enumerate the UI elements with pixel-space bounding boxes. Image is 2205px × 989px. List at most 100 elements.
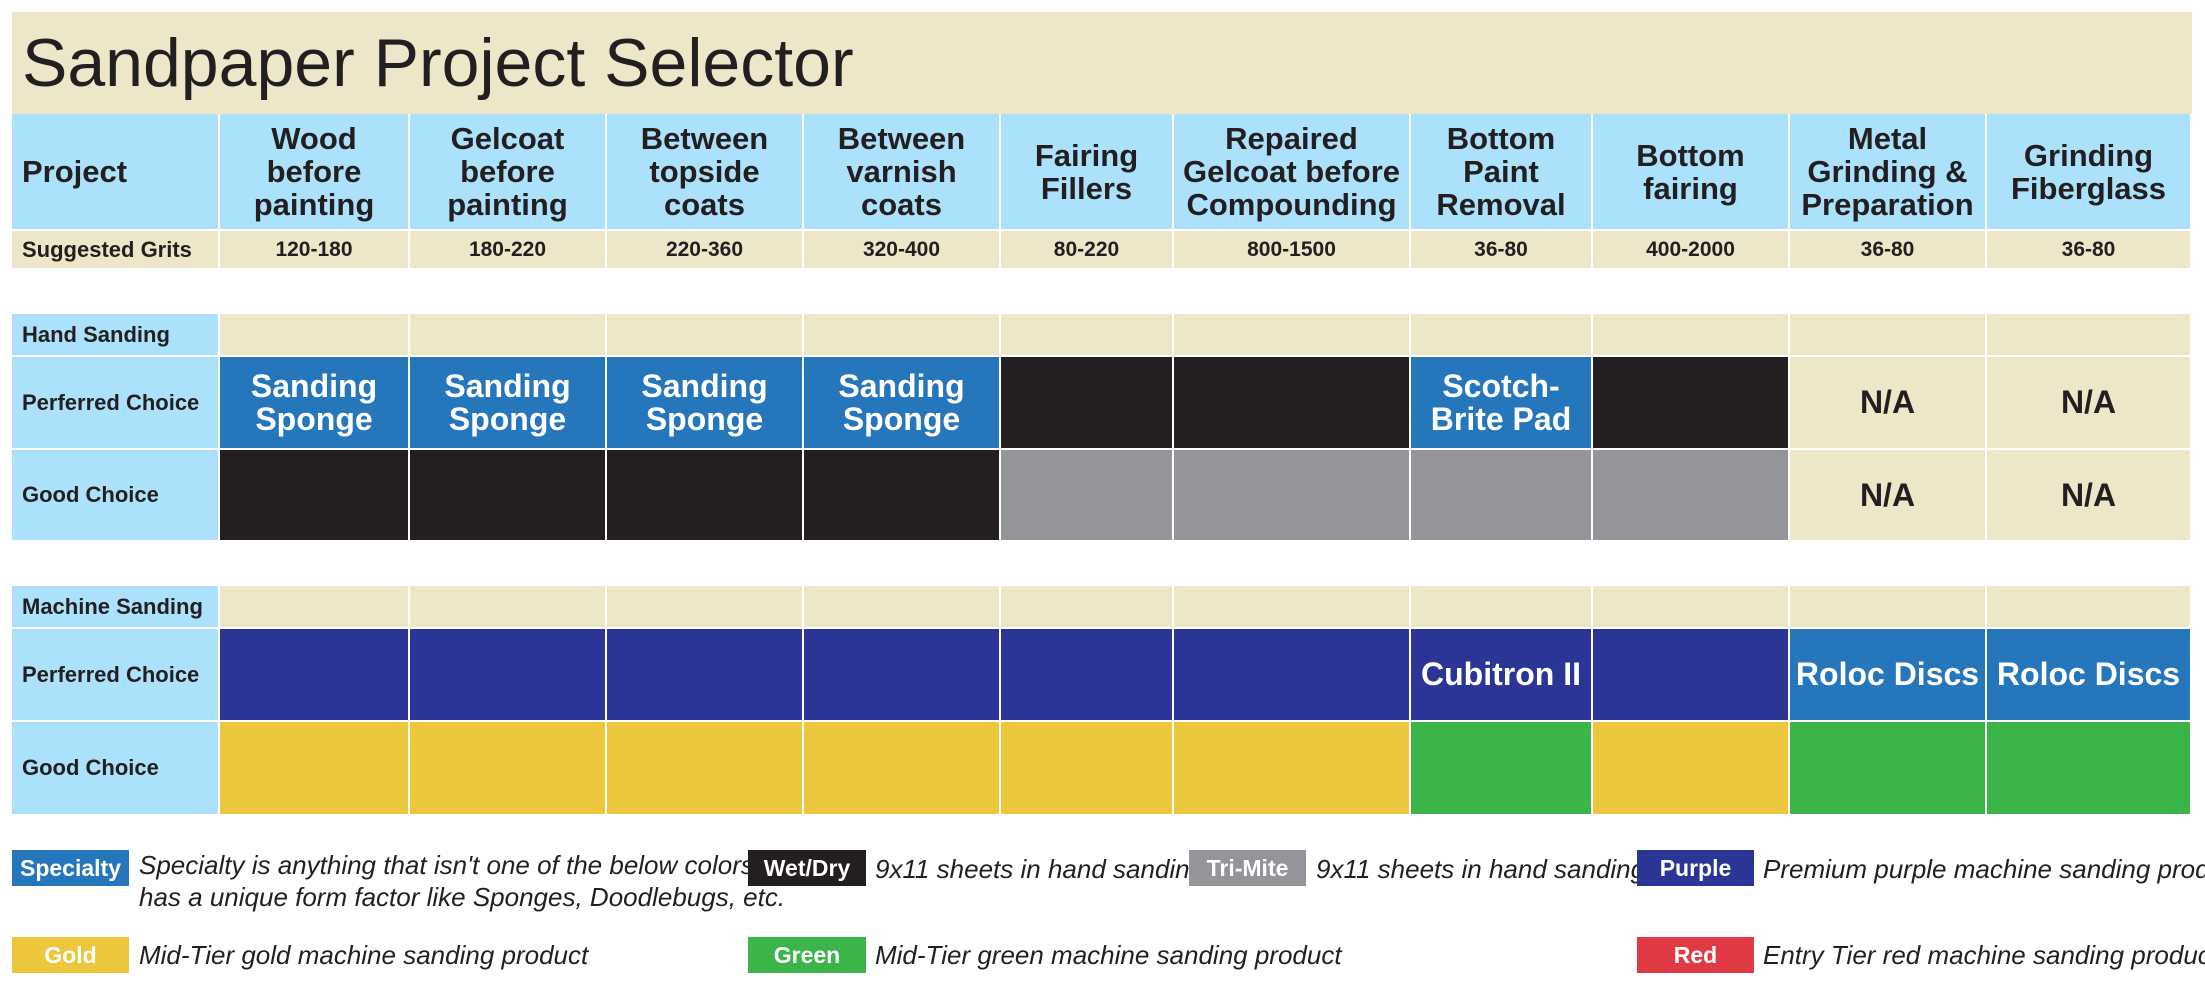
- header-corner: Project: [12, 114, 220, 231]
- project-header: Metal Grinding & Preparation: [1790, 114, 1987, 231]
- preferred-choice-label: Perferred Choice: [12, 629, 220, 722]
- project-header-text: Between topside coats: [640, 121, 769, 222]
- spacer-cell: [1987, 270, 2192, 314]
- choice-cell-wetdry: [1174, 357, 1411, 450]
- choice-cell-na: N/A: [1790, 357, 1987, 450]
- choice-cell-purple: [1001, 629, 1174, 722]
- grit-value: 400-2000: [1593, 231, 1790, 270]
- project-header-text: Repaired Gelcoat before Compounding: [1182, 121, 1401, 222]
- choice-cell-na: N/A: [1790, 450, 1987, 542]
- project-header-text: Metal Grinding & Preparation: [1801, 121, 1974, 222]
- project-header: Wood before painting: [220, 114, 410, 231]
- choice-cell-gold: [1001, 722, 1174, 816]
- choice-cell-na-text: N/A: [2060, 384, 2117, 420]
- project-header: Fairing Fillers: [1001, 114, 1174, 231]
- spacer-cell: [220, 542, 410, 586]
- choice-cell-purple-text: Cubitron II: [1421, 656, 1581, 692]
- section-label-text: Hand Sanding: [22, 321, 170, 347]
- project-header: Between varnish coats: [804, 114, 1001, 231]
- legend-description-line: Premium purple machine sanding product: [1763, 854, 2205, 884]
- choice-cell-green: [1987, 722, 2192, 816]
- section-band-cell: [220, 586, 410, 629]
- section-band-cell: [1987, 586, 2192, 629]
- grit-value-text: 120-180: [275, 237, 353, 261]
- choice-cell-gold: [804, 722, 1001, 816]
- choice-cell-gold: [410, 722, 607, 816]
- spacer-cell: [1987, 542, 2192, 586]
- choice-cell-purple: [607, 629, 804, 722]
- good-choice-label: Good Choice: [12, 722, 220, 816]
- choice-cell-specialty-text: Scotch-Brite Pad: [1430, 367, 1572, 437]
- spacer-cell: [1174, 270, 1411, 314]
- legend-description-red: Entry Tier red machine sanding product: [1763, 939, 2205, 971]
- choice-cell-na-text: N/A: [1859, 476, 1916, 513]
- legend-description-trimite: 9x11 sheets in hand sanding: [1316, 853, 1645, 885]
- spacer-cell: [1001, 270, 1174, 314]
- good-choice-label-text: Good Choice: [22, 482, 159, 507]
- legend-badge-trimite: Tri-Mite: [1189, 850, 1306, 886]
- choice-cell-purple: [410, 629, 607, 722]
- choice-cell-gold: [1174, 722, 1411, 816]
- grit-value: 36-80: [1411, 231, 1593, 270]
- grits-label: Suggested Grits: [12, 231, 220, 270]
- spacer-cell: [1790, 270, 1987, 314]
- choice-cell-specialty-text: Sanding Sponge: [444, 367, 571, 437]
- choice-cell-wetdry: [410, 450, 607, 542]
- choice-cell-specialty: Sanding Sponge: [220, 357, 410, 450]
- section-band-cell: [1001, 586, 1174, 629]
- choice-cell-trimite: [1411, 450, 1593, 542]
- project-header: Bottom Paint Removal: [1411, 114, 1593, 231]
- choice-cell-specialty-text: Roloc Discs: [1795, 656, 1980, 692]
- choice-cell-purple: [1174, 629, 1411, 722]
- section-label: Machine Sanding: [12, 586, 220, 629]
- legend-badge-purple: Purple: [1637, 850, 1754, 886]
- section-band-cell: [1174, 586, 1411, 629]
- section-band-cell: [1001, 314, 1174, 357]
- choice-cell-specialty-text: Sanding Sponge: [250, 367, 378, 437]
- spacer-cell: [1411, 270, 1593, 314]
- project-header: Repaired Gelcoat before Compounding: [1174, 114, 1411, 231]
- project-header-text: Bottom fairing: [1636, 137, 1745, 206]
- project-header: Grinding Fiberglass: [1987, 114, 2192, 231]
- grit-value: 80-220: [1001, 231, 1174, 270]
- spacer-cell: [1593, 542, 1790, 586]
- choice-cell-specialty: Sanding Sponge: [410, 357, 607, 450]
- spacer-cell: [410, 542, 607, 586]
- section-label: Hand Sanding: [12, 314, 220, 357]
- spacer-cell: [1790, 542, 1987, 586]
- preferred-choice-label-text: Perferred Choice: [22, 389, 200, 415]
- spacer-cell: [607, 542, 804, 586]
- choice-cell-na-text: N/A: [1859, 384, 1916, 420]
- page-title: Sandpaper Project Selector: [22, 25, 854, 101]
- choice-cell-gold: [607, 722, 804, 816]
- choice-cell-trimite: [1174, 450, 1411, 542]
- spacer-cell: [410, 270, 607, 314]
- project-header: Gelcoat before painting: [410, 114, 607, 231]
- choice-cell-purple: [804, 629, 1001, 722]
- section-band-cell: [410, 586, 607, 629]
- grit-value: 220-360: [607, 231, 804, 270]
- choice-cell-specialty: Sanding Sponge: [607, 357, 804, 450]
- grit-value: 120-180: [220, 231, 410, 270]
- choice-cell-specialty-text: Roloc Discs: [1996, 656, 2181, 692]
- project-header: Between topside coats: [607, 114, 804, 231]
- choice-cell-na: N/A: [1987, 357, 2192, 450]
- section-band-cell: [1593, 586, 1790, 629]
- choice-cell-wetdry: [804, 450, 1001, 542]
- choice-cell-wetdry: [1593, 357, 1790, 450]
- legend-description-specialty: Specialty is anything that isn't one of …: [139, 849, 800, 913]
- section-band-cell: [804, 586, 1001, 629]
- project-header-text: Wood before painting: [253, 121, 375, 222]
- spacer-cell: [12, 542, 220, 586]
- section-band-cell: [220, 314, 410, 357]
- choice-cell-specialty: Roloc Discs: [1790, 629, 1987, 722]
- section-band-cell: [1411, 586, 1593, 629]
- section-band-cell: [1790, 586, 1987, 629]
- section-band-cell: [607, 586, 804, 629]
- spacer-cell: [607, 270, 804, 314]
- spacer-cell: [220, 270, 410, 314]
- grit-value: 36-80: [1987, 231, 2192, 270]
- section-band-cell: [1411, 314, 1593, 357]
- grit-value-text: 400-2000: [1646, 237, 1735, 261]
- choice-cell-specialty: Scotch-Brite Pad: [1411, 357, 1593, 450]
